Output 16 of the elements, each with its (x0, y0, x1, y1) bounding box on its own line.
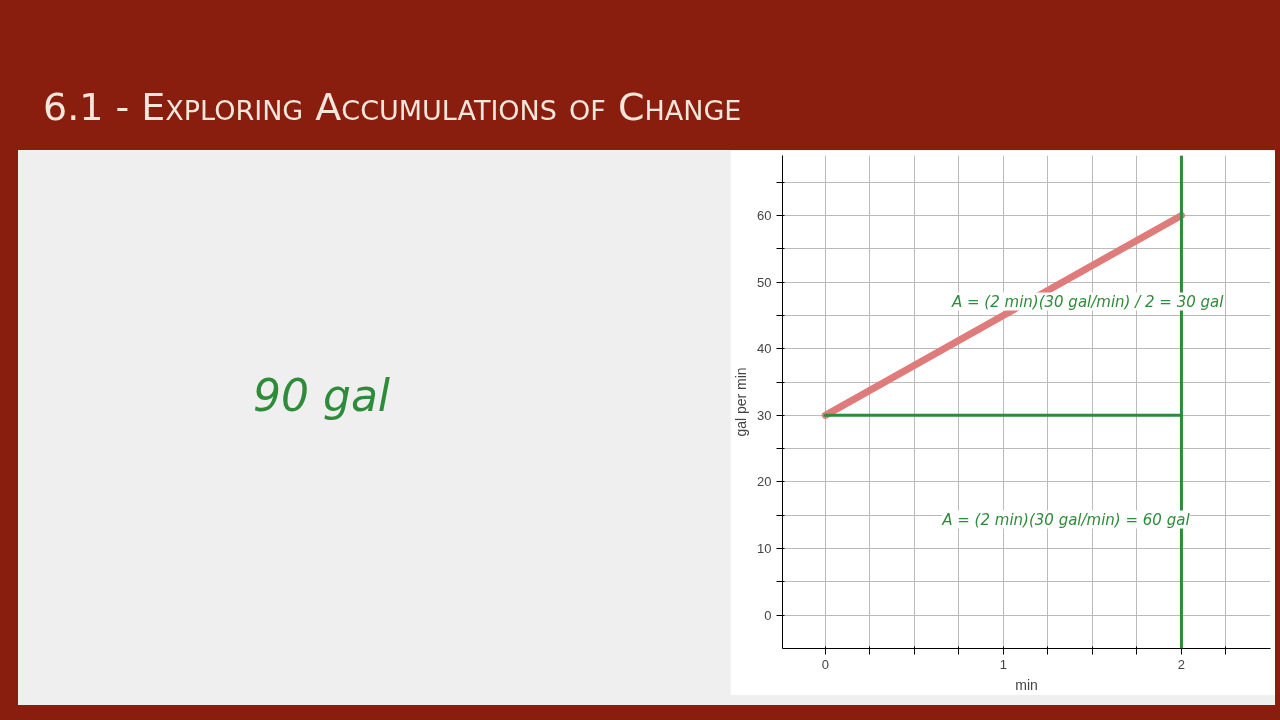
text: 6.1 - Exploring Accumulations of Change (43, 84, 742, 131)
y-tick-label: 0 (764, 607, 772, 623)
y-tick-label: 60 (757, 207, 772, 223)
y-tick-label: 10 (757, 541, 772, 557)
y-tick-label: 30 (757, 407, 772, 423)
y-tick-label: 40 (757, 341, 772, 357)
x-tick-label: 1 (999, 656, 1007, 672)
y-tick-label: 50 (757, 274, 772, 290)
y-tick-label: 20 (757, 474, 772, 490)
x-tick-label: 0 (821, 656, 829, 672)
x-tick-label: 2 (1177, 656, 1186, 672)
x-axis-title: min (1015, 676, 1038, 693)
text: 90 gal (253, 369, 391, 423)
annotation: A = (2 min)(30 gal/min) / 2 = 30 gal (950, 292, 1225, 311)
y-axis-title: gal per min (733, 367, 750, 437)
annotation: A = (2 min)(30 gal/min) = 60 gal (941, 510, 1191, 529)
